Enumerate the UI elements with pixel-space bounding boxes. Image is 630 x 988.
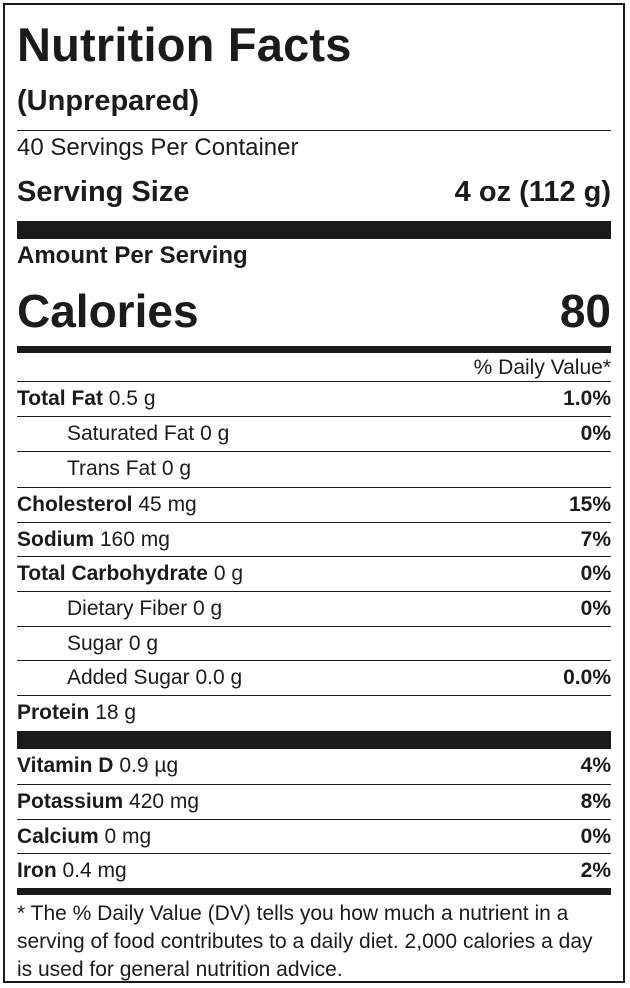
label-title: Nutrition Facts	[17, 18, 352, 71]
nutrient-name: Saturated Fat	[67, 422, 195, 445]
nutrient-name: Dietary Fiber	[67, 597, 188, 620]
nutrient-amount: 0 g	[193, 597, 223, 620]
nutrient-amount: 0 mg	[104, 825, 152, 848]
thick-divider	[17, 731, 611, 749]
nutrient-amount: 0 g	[200, 422, 230, 445]
nutrient-amount: 0 g	[128, 632, 159, 655]
medium-divider	[17, 346, 611, 353]
nutrient-dv: 2%	[580, 859, 611, 882]
nutrition-facts-label: Nutrition Facts (Unprepared) 40 Servings…	[3, 3, 625, 983]
nutrient-row-sodium: Sodium 160 mg 7%	[17, 522, 611, 557]
nutrient-amount: 18 g	[95, 701, 137, 724]
nutrient-dv: 0%	[580, 562, 611, 585]
nutrient-name: Potassium	[17, 790, 124, 813]
serving-size-label: Serving Size	[17, 176, 190, 208]
nutrient-row-cholesterol: Cholesterol 45 mg 15%	[17, 487, 611, 522]
nutrient-row-trans-fat: Trans Fat 0 g	[17, 451, 611, 486]
calories-row: Calories 80	[17, 283, 611, 339]
thick-divider	[17, 221, 611, 239]
nutrient-amount: 45 mg	[138, 493, 197, 516]
serving-size-value: 4 oz (112 g)	[454, 176, 611, 208]
nutrient-row-protein: Protein 18 g	[17, 695, 611, 730]
nutrient-name: Total Fat	[17, 387, 103, 410]
nutrient-name: Added Sugar	[67, 666, 190, 689]
nutrient-name: Cholesterol	[17, 493, 133, 516]
nutrient-name: Protein	[17, 701, 90, 724]
nutrient-dv: 0%	[580, 422, 611, 445]
nutrient-name: Iron	[17, 859, 57, 882]
nutrient-row-calcium: Calcium 0 mg 0%	[17, 819, 611, 854]
nutrient-amount: 420 mg	[129, 790, 200, 813]
nutrient-row-total-fat: Total Fat 0.5 g 1.0%	[17, 381, 611, 416]
nutrient-row-vitamin-d: Vitamin D 0.9 µg 4%	[17, 749, 611, 783]
nutrient-dv: 4%	[580, 754, 611, 777]
label-subtitle: (Unprepared)	[17, 85, 200, 117]
nutrient-name: Sugar	[67, 632, 124, 655]
nutrient-amount: 0 g	[161, 457, 192, 480]
nutrient-dv: 0%	[580, 597, 611, 620]
nutrient-dv: 1.0%	[563, 387, 611, 410]
nutrient-amount: 160 mg	[99, 528, 170, 551]
nutrient-row-dietary-fiber: Dietary Fiber 0 g 0%	[17, 591, 611, 626]
nutrient-amount: 0 g	[213, 562, 244, 585]
nutrient-dv: 8%	[580, 790, 611, 813]
footnote: * The % Daily Value (DV) tells you how m…	[17, 902, 593, 981]
nutrient-row-saturated-fat: Saturated Fat 0 g 0%	[17, 416, 611, 451]
daily-value-header: % Daily Value*	[473, 356, 611, 379]
nutrient-row-potassium: Potassium 420 mg 8%	[17, 784, 611, 819]
nutrient-name: Calcium	[17, 825, 99, 848]
nutrient-row-added-sugar: Added Sugar 0.0 g 0.0%	[17, 660, 611, 695]
calories-value: 80	[559, 285, 611, 337]
nutrient-dv: 15%	[568, 493, 611, 516]
amount-per-serving: Amount Per Serving	[17, 242, 248, 269]
nutrient-amount: 0.5 g	[108, 387, 156, 410]
nutrient-name: Total Carbohydrate	[17, 562, 208, 585]
nutrient-row-total-carbohydrate: Total Carbohydrate 0 g 0%	[17, 556, 611, 591]
servings-per-container: 40 Servings Per Container	[17, 134, 299, 161]
nutrient-name: Vitamin D	[17, 754, 114, 777]
nutrient-row-iron: Iron 0.4 mg 2%	[17, 853, 611, 888]
serving-size-row: Serving Size 4 oz (112 g)	[17, 171, 611, 213]
nutrient-amount: 0.4 mg	[62, 859, 127, 882]
medium-divider	[17, 888, 611, 895]
nutrient-dv: 7%	[580, 528, 611, 551]
nutrient-name: Trans Fat	[67, 457, 157, 480]
nutrient-dv: 0.0%	[563, 666, 611, 689]
calories-label: Calories	[17, 285, 199, 337]
nutrient-amount: 0.0 g	[195, 666, 243, 689]
nutrient-amount: 0.9 µg	[119, 754, 179, 777]
nutrient-name: Sodium	[17, 528, 94, 551]
nutrient-dv: 0%	[580, 825, 611, 848]
nutrient-row-sugar: Sugar 0 g	[17, 626, 611, 661]
divider	[17, 130, 611, 131]
